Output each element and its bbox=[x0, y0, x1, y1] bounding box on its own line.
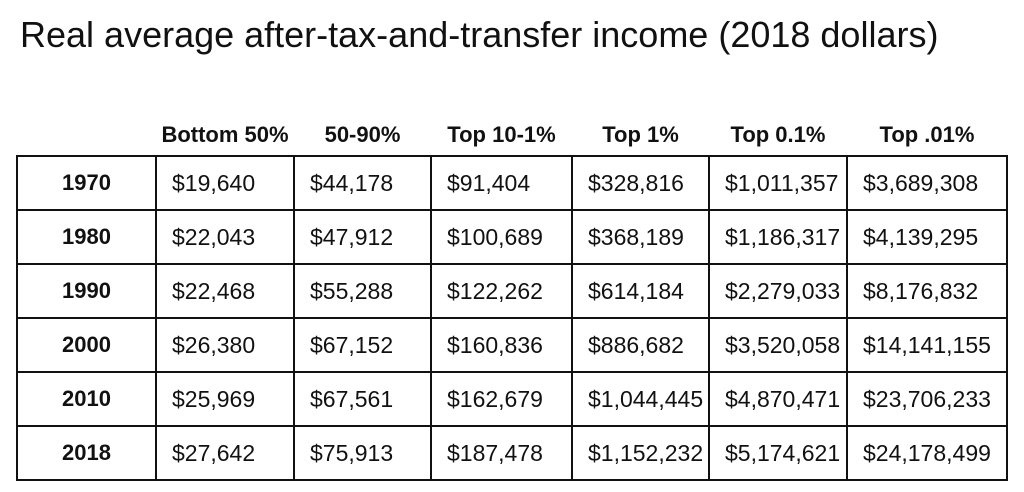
value-cell: $187,478 bbox=[430, 425, 573, 482]
value-cell: $14,141,155 bbox=[846, 317, 1008, 374]
table-row-1990: 1990 $22,468 $55,288 $122,262 $614,184 $… bbox=[16, 263, 1008, 320]
value-cell: $23,706,233 bbox=[846, 371, 1008, 428]
value-cell: $886,682 bbox=[571, 317, 710, 374]
value-cell: $614,184 bbox=[571, 263, 710, 320]
value-cell: $22,468 bbox=[155, 263, 295, 320]
value-cell: $368,189 bbox=[571, 209, 710, 266]
column-header-top-0-1: Top 0.1% bbox=[730, 122, 826, 148]
year-cell: 1990 bbox=[16, 263, 157, 320]
value-cell: $19,640 bbox=[155, 155, 295, 212]
value-cell: $3,520,058 bbox=[708, 317, 848, 374]
value-cell: $75,913 bbox=[293, 425, 432, 482]
year-cell: 2000 bbox=[16, 317, 157, 374]
value-cell: $122,262 bbox=[430, 263, 573, 320]
value-cell: $4,870,471 bbox=[708, 371, 848, 428]
column-header-top-10-1: Top 10-1% bbox=[447, 122, 556, 148]
value-cell: $100,689 bbox=[430, 209, 573, 266]
value-cell: $1,011,357 bbox=[708, 155, 848, 212]
value-cell: $5,174,621 bbox=[708, 425, 848, 482]
value-cell: $26,380 bbox=[155, 317, 295, 374]
value-cell: $24,178,499 bbox=[846, 425, 1008, 482]
year-cell: 1970 bbox=[16, 155, 157, 212]
table-header-row: Bottom 50% 50-90% Top 10-1% Top 1% Top 0… bbox=[17, 122, 1007, 156]
value-cell: $8,176,832 bbox=[846, 263, 1008, 320]
value-cell: $55,288 bbox=[293, 263, 432, 320]
value-cell: $47,912 bbox=[293, 209, 432, 266]
income-table: Bottom 50% 50-90% Top 10-1% Top 1% Top 0… bbox=[16, 122, 1008, 482]
value-cell: $1,186,317 bbox=[708, 209, 848, 266]
value-cell: $160,836 bbox=[430, 317, 573, 374]
year-cell: 1980 bbox=[16, 209, 157, 266]
value-cell: $67,561 bbox=[293, 371, 432, 428]
value-cell: $328,816 bbox=[571, 155, 710, 212]
corner-cell bbox=[17, 122, 156, 156]
column-header-bottom-50: Bottom 50% bbox=[161, 122, 289, 148]
value-cell: $67,152 bbox=[293, 317, 432, 374]
table-row-2010: 2010 $25,969 $67,561 $162,679 $1,044,445… bbox=[16, 371, 1008, 428]
value-cell: $22,043 bbox=[155, 209, 295, 266]
value-cell: $25,969 bbox=[155, 371, 295, 428]
value-cell: $1,044,445 bbox=[571, 371, 710, 428]
page-title: Real average after-tax-and-transfer inco… bbox=[20, 14, 939, 55]
value-cell: $3,689,308 bbox=[846, 155, 1008, 212]
year-cell: 2018 bbox=[16, 425, 157, 482]
value-cell: $44,178 bbox=[293, 155, 432, 212]
table-row-2000: 2000 $26,380 $67,152 $160,836 $886,682 $… bbox=[16, 317, 1008, 374]
value-cell: $1,152,232 bbox=[571, 425, 710, 482]
value-cell: $27,642 bbox=[155, 425, 295, 482]
value-cell: $4,139,295 bbox=[846, 209, 1008, 266]
column-header-top-1: Top 1% bbox=[602, 122, 679, 148]
value-cell: $2,279,033 bbox=[708, 263, 848, 320]
table-row-2018: 2018 $27,642 $75,913 $187,478 $1,152,232… bbox=[16, 425, 1008, 482]
column-header-50-90: 50-90% bbox=[324, 122, 401, 148]
table-row-1970: 1970 $19,640 $44,178 $91,404 $328,816 $1… bbox=[16, 155, 1008, 212]
column-header-top-01: Top .01% bbox=[879, 122, 975, 148]
value-cell: $162,679 bbox=[430, 371, 573, 428]
year-cell: 2010 bbox=[16, 371, 157, 428]
table-row-1980: 1980 $22,043 $47,912 $100,689 $368,189 $… bbox=[16, 209, 1008, 266]
value-cell: $91,404 bbox=[430, 155, 573, 212]
